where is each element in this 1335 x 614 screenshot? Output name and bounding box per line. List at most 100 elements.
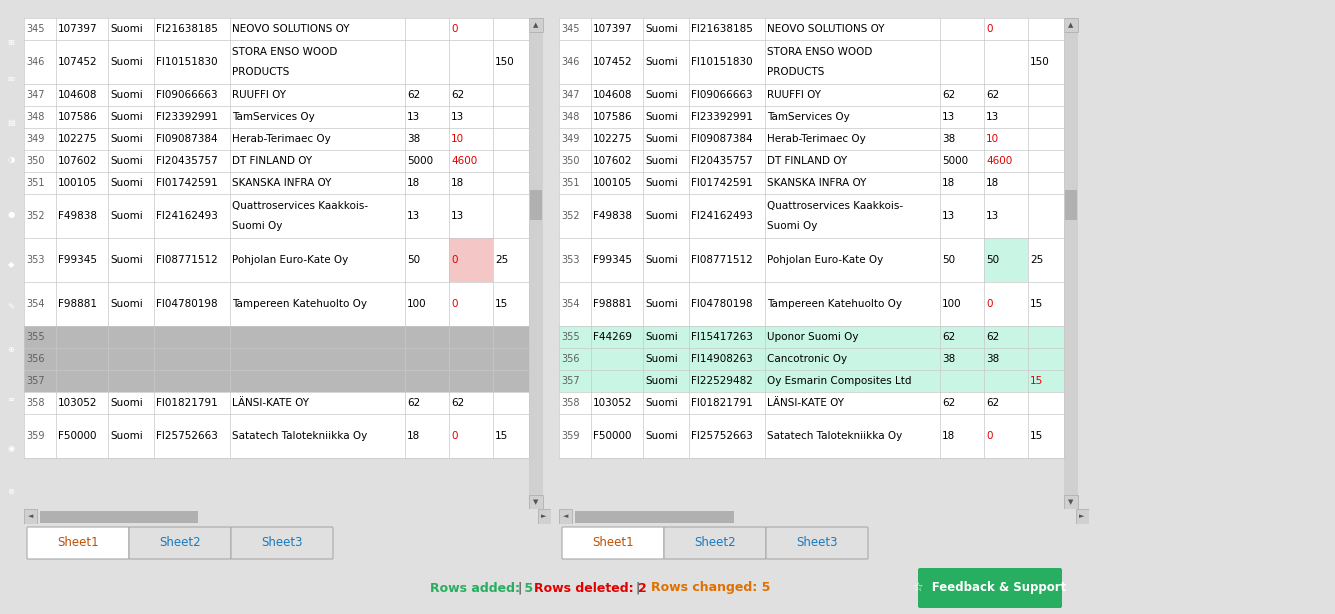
Bar [24,84,529,106]
Text: 18: 18 [943,431,956,441]
Text: NEOVO SOLUTIONS OY: NEOVO SOLUTIONS OY [768,24,885,34]
Bar [40,510,198,523]
Text: 4600: 4600 [987,156,1012,166]
Text: RUUFFI OY: RUUFFI OY [768,90,821,100]
Text: 13: 13 [987,112,1000,122]
Text: FI10151830: FI10151830 [156,57,218,67]
Bar [559,392,1064,414]
Text: ◄: ◄ [28,513,33,519]
Text: Suomi: Suomi [645,90,678,100]
Text: 353: 353 [25,255,44,265]
Text: 107452: 107452 [57,57,97,67]
Text: FI21638185: FI21638185 [156,24,218,34]
Bar [24,238,529,282]
Text: F99345: F99345 [593,255,631,265]
Text: Suomi: Suomi [645,57,678,67]
Text: Rows deleted: 2: Rows deleted: 2 [534,581,646,594]
Bar [559,40,1064,84]
Text: 0: 0 [451,299,458,309]
Text: 347: 347 [561,90,579,100]
Text: 354: 354 [25,299,44,309]
Text: Suomi: Suomi [109,431,143,441]
Text: 10: 10 [451,134,465,144]
Text: F44269: F44269 [593,332,631,342]
Text: 346: 346 [25,57,44,67]
Text: 50: 50 [407,255,421,265]
Text: ◄: ◄ [563,513,569,519]
Bar [1064,495,1077,509]
Text: 102275: 102275 [57,134,97,144]
Bar [1076,509,1089,524]
Text: 107452: 107452 [593,57,633,67]
Bar [559,150,1064,172]
Text: Quattroservices Kaakkois-: Quattroservices Kaakkois- [232,201,368,211]
Text: 107602: 107602 [57,156,97,166]
Bar [24,282,529,326]
Text: Suomi: Suomi [109,255,143,265]
Text: Suomi: Suomi [645,376,678,386]
Text: SKANSKA INFRA OY: SKANSKA INFRA OY [768,178,866,188]
Text: 38: 38 [407,134,421,144]
Text: 18: 18 [407,431,421,441]
Text: ◑: ◑ [8,155,15,164]
Text: 13: 13 [451,112,465,122]
Text: 107586: 107586 [593,112,633,122]
Text: 13: 13 [407,112,421,122]
Text: Suomi: Suomi [645,24,678,34]
Text: F49838: F49838 [57,211,97,221]
Text: 62: 62 [987,398,1000,408]
Text: 107602: 107602 [593,156,633,166]
Text: 62: 62 [451,90,465,100]
Bar [24,370,529,392]
Text: ●: ● [8,211,15,219]
Text: 13: 13 [943,211,956,221]
Text: F99345: F99345 [57,255,97,265]
Text: 13: 13 [451,211,465,221]
Text: 102275: 102275 [593,134,633,144]
Text: FI08771512: FI08771512 [692,255,753,265]
Text: 15: 15 [1031,299,1043,309]
Bar [24,392,529,414]
Text: FI09066663: FI09066663 [692,90,753,100]
Text: 351: 351 [25,178,44,188]
Text: 18: 18 [451,178,465,188]
Text: SKANSKA INFRA OY: SKANSKA INFRA OY [232,178,331,188]
Text: 359: 359 [25,431,44,441]
Bar [538,509,551,524]
Text: 150: 150 [495,57,515,67]
Text: DT FINLAND OY: DT FINLAND OY [232,156,312,166]
FancyBboxPatch shape [231,527,332,559]
Text: 4600: 4600 [451,156,477,166]
Text: Suomi: Suomi [645,178,678,188]
Text: 107586: 107586 [57,112,97,122]
Text: Pohjolan Euro-Kate Oy: Pohjolan Euro-Kate Oy [768,255,884,265]
Text: 18: 18 [407,178,421,188]
FancyBboxPatch shape [562,527,663,559]
Bar [1065,190,1077,220]
Text: FI10151830: FI10151830 [692,57,753,67]
Text: FI01742591: FI01742591 [692,178,753,188]
Text: Sheet3: Sheet3 [262,537,303,550]
Text: ►: ► [542,513,547,519]
Text: Suomi: Suomi [645,299,678,309]
Text: TamServices Oy: TamServices Oy [768,112,850,122]
Text: ▤: ▤ [7,119,15,127]
Bar [559,194,1064,238]
Text: Suomi: Suomi [645,156,678,166]
Text: FI24162493: FI24162493 [692,211,753,221]
Text: 0: 0 [451,24,458,34]
Text: 62: 62 [407,90,421,100]
Text: ⊞: ⊞ [8,39,15,47]
Text: 25: 25 [1031,255,1043,265]
Text: 10: 10 [987,134,999,144]
Text: PRODUCTS: PRODUCTS [232,67,290,77]
Text: Suomi: Suomi [645,112,678,122]
Text: 5000: 5000 [407,156,433,166]
Text: ◆: ◆ [8,260,15,268]
Text: Suomi Oy: Suomi Oy [232,221,283,231]
Text: 25: 25 [495,255,509,265]
Text: 0: 0 [451,431,458,441]
Text: 0: 0 [987,431,992,441]
Text: Satatech Talotekniikka Oy: Satatech Talotekniikka Oy [232,431,367,441]
FancyBboxPatch shape [918,568,1063,608]
